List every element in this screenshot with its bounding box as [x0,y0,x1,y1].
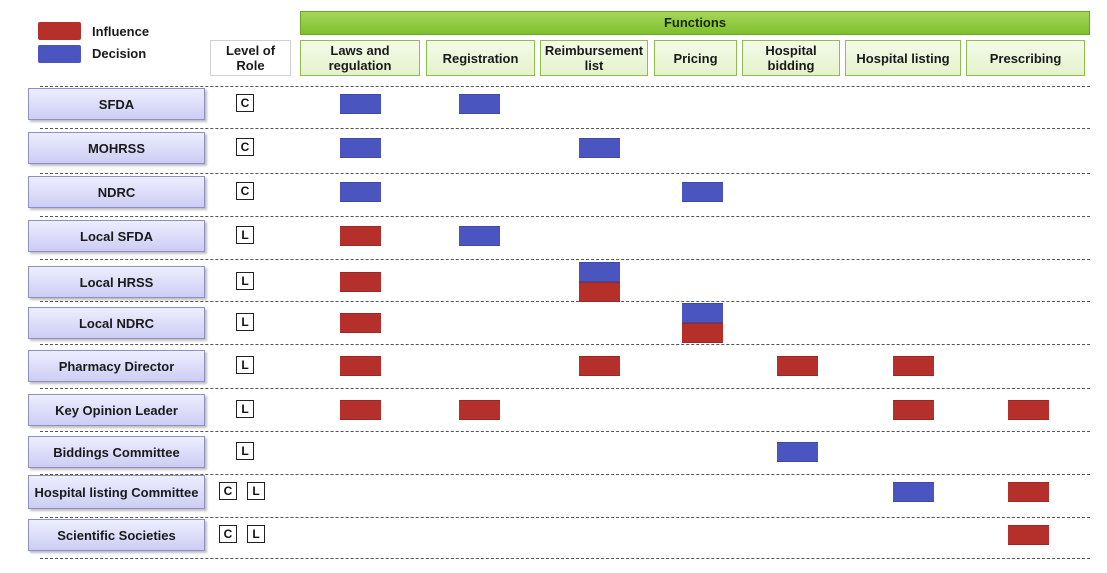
decision-marker [893,482,934,502]
column-header-listing: Hospital listing [845,40,961,76]
column-header-laws: Laws and regulation [300,40,420,76]
level-badge-c: C [236,138,254,156]
functions-header: Functions [300,11,1090,35]
influence-marker [340,313,381,333]
row-divider [40,301,1090,302]
row-divider [40,259,1090,260]
level-badge-c: C [219,482,237,500]
row-divider [40,431,1090,432]
legend-influence-swatch [38,22,81,40]
level-badge-l: L [247,525,265,543]
legend-influence-label: Influence [92,24,150,39]
level-badge-l: L [236,400,254,418]
actor-label: Hospital listing Committee [28,475,205,509]
decision-marker [579,262,620,282]
row-divider [40,173,1090,174]
level-badge-c: C [236,182,254,200]
column-header-pricing: Pricing [654,40,737,76]
influence-marker [340,226,381,246]
actor-label: Local HRSS [28,266,205,298]
influence-marker [777,356,818,376]
level-badge-l: L [236,356,254,374]
column-header-bidding: Hospital bidding [742,40,840,76]
influence-marker [893,400,934,420]
column-header-prescribing: Prescribing [966,40,1085,76]
actor-label: Local SFDA [28,220,205,252]
decision-marker [340,94,381,114]
influence-marker [340,400,381,420]
level-badge-l: L [236,226,254,244]
influence-marker [893,356,934,376]
actor-label: Scientific Societies [28,519,205,551]
actor-label: Biddings Committee [28,436,205,468]
row-divider [40,474,1090,475]
actor-label: NDRC [28,176,205,208]
influence-marker [459,400,500,420]
level-badge-c: C [236,94,254,112]
influence-marker [1008,400,1049,420]
decision-marker [682,303,723,323]
column-header-registration: Registration [426,40,535,76]
influence-marker [579,356,620,376]
legend-decision-label: Decision [92,46,147,61]
column-header-reimbursement: Reimbursement list [540,40,648,76]
influence-marker [682,323,723,343]
actor-label: MOHRSS [28,132,205,164]
decision-marker [777,442,818,462]
actor-label: Local NDRC [28,307,205,339]
level-badge-l: L [236,442,254,460]
level-badge-l: L [236,313,254,331]
decision-marker [682,182,723,202]
level-of-role-header: Level of Role [210,40,291,76]
row-divider [40,216,1090,217]
influence-marker [340,356,381,376]
influence-marker [340,272,381,292]
decision-marker [579,138,620,158]
level-badge-l: L [236,272,254,290]
actor-label: SFDA [28,88,205,120]
decision-marker [340,138,381,158]
row-divider [40,517,1090,518]
decision-marker [340,182,381,202]
actor-label: Pharmacy Director [28,350,205,382]
row-divider [40,558,1090,559]
row-divider [40,344,1090,345]
influence-marker [579,282,620,302]
influence-marker [1008,482,1049,502]
row-divider [40,128,1090,129]
row-divider [40,86,1090,87]
decision-marker [459,94,500,114]
decision-marker [459,226,500,246]
legend-decision-swatch [38,45,81,63]
level-badge-c: C [219,525,237,543]
row-divider [40,388,1090,389]
level-badge-l: L [247,482,265,500]
actor-label: Key Opinion Leader [28,394,205,426]
influence-marker [1008,525,1049,545]
